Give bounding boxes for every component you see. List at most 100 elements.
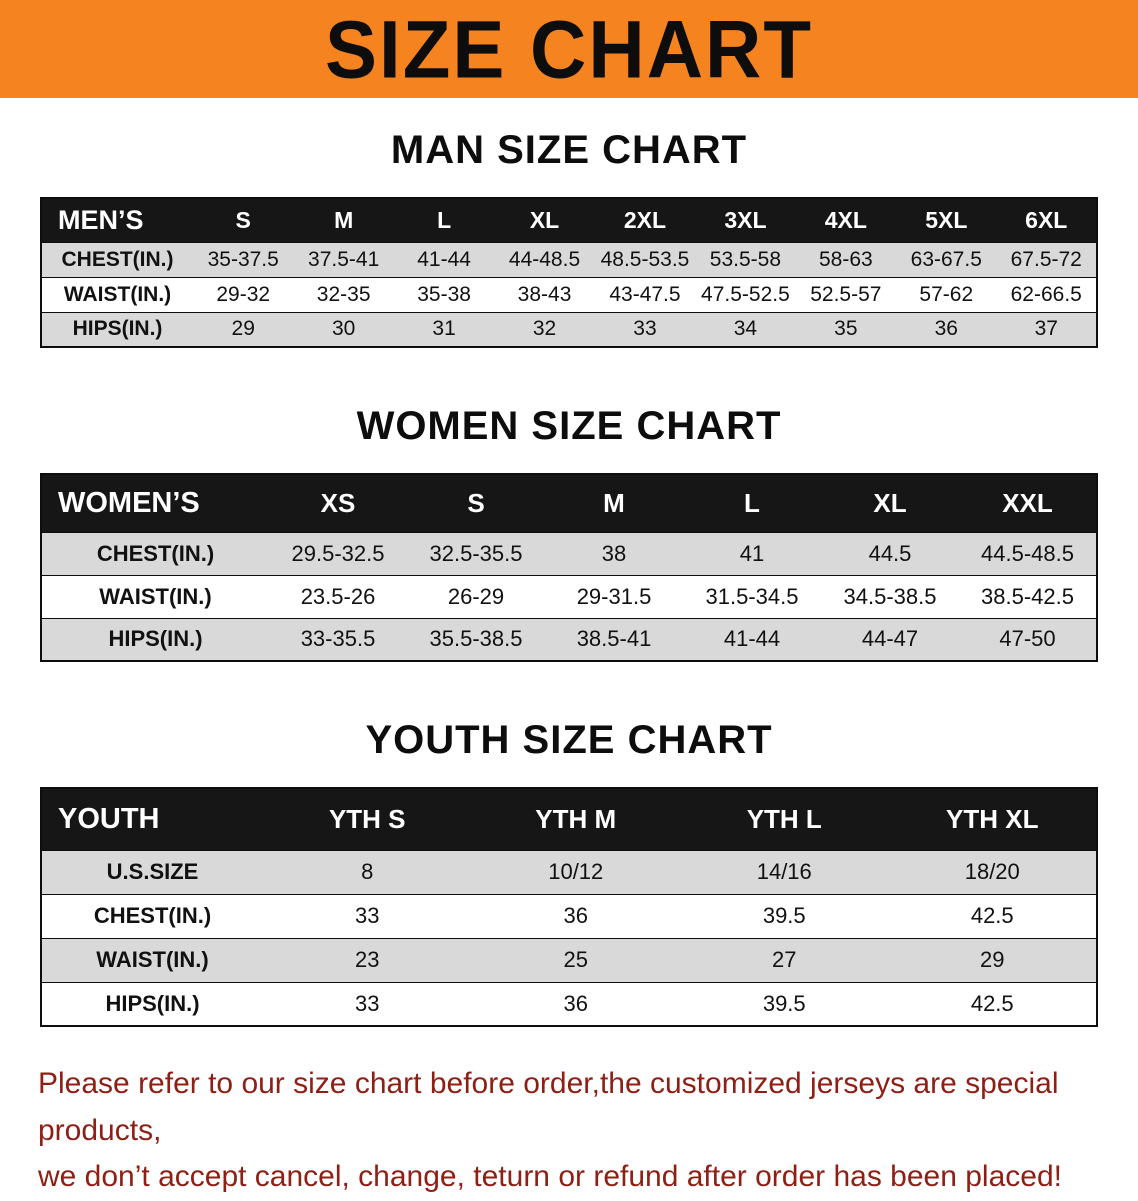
column-header: XL [494, 197, 595, 242]
table-row: WAIST(IN.) 23.5-26 26-29 29-31.5 31.5-34… [41, 574, 1097, 618]
size-value-cell: 41 [683, 531, 821, 575]
column-header: XXL [959, 473, 1097, 532]
women-table-header-row: WOMEN’S XS S M L XL XXL [41, 473, 1097, 532]
column-header: XL [821, 473, 959, 532]
size-value-cell: 37 [996, 311, 1097, 347]
size-value-cell: 34.5-38.5 [821, 574, 959, 618]
size-value-cell: 62-66.5 [996, 276, 1097, 312]
size-value-cell: 44.5 [821, 531, 959, 575]
men-table-corner-label: MEN’S [41, 197, 193, 242]
size-value-cell: 29 [193, 311, 294, 347]
size-value-cell: 31.5-34.5 [683, 574, 821, 618]
youth-section-heading: YOUTH SIZE CHART [365, 718, 773, 762]
size-value-cell: 33-35.5 [269, 617, 407, 661]
youth-size-table: YOUTH YTH S YTH M YTH L YTH XL U.S.SIZE … [40, 787, 1098, 1027]
size-value-cell: 33 [594, 311, 696, 347]
size-value-cell: 42.5 [888, 981, 1097, 1026]
size-value-cell: 25 [471, 937, 680, 982]
size-value-cell: 38-43 [494, 276, 595, 312]
footer-note-line2: we don’t accept cancel, change, teturn o… [38, 1160, 1062, 1193]
size-value-cell: 58-63 [795, 241, 897, 277]
column-header: 2XL [594, 197, 696, 242]
size-value-cell: 44.5-48.5 [959, 531, 1097, 575]
size-value-cell: 18/20 [888, 849, 1097, 894]
size-value-cell: 32 [494, 311, 595, 347]
size-value-cell: 38.5-41 [545, 617, 683, 661]
table-row: U.S.SIZE 8 10/12 14/16 18/20 [41, 849, 1097, 894]
size-value-cell: 53.5-58 [695, 241, 796, 277]
column-header: L [683, 473, 821, 532]
column-header: S [193, 197, 294, 242]
men-section-heading: MAN SIZE CHART [390, 128, 748, 172]
size-value-cell: 30 [293, 311, 394, 347]
column-header: 5XL [896, 197, 997, 242]
women-size-table: WOMEN’S XS S M L XL XXL CHEST(IN.) 29.5-… [40, 473, 1098, 662]
size-value-cell: 36 [896, 311, 997, 347]
size-value-cell: 38 [545, 531, 683, 575]
women-section-heading: WOMEN SIZE CHART [356, 404, 782, 448]
column-header: M [293, 197, 394, 242]
column-header: L [393, 197, 495, 242]
column-header: 6XL [996, 197, 1097, 242]
size-value-cell: 37.5-41 [293, 241, 394, 277]
size-value-cell: 33 [263, 981, 472, 1026]
column-header: YTH M [471, 787, 680, 850]
row-label: HIPS(IN.) [41, 981, 263, 1026]
page-title: SIZE CHART [325, 2, 813, 96]
table-row: WAIST(IN.) 23 25 27 29 [41, 937, 1097, 982]
size-value-cell: 35.5-38.5 [407, 617, 545, 661]
size-value-cell: 52.5-57 [795, 276, 897, 312]
size-value-cell: 48.5-53.5 [594, 241, 696, 277]
column-header: YTH S [263, 787, 472, 850]
size-value-cell: 29-31.5 [545, 574, 683, 618]
size-value-cell: 42.5 [888, 893, 1097, 938]
size-value-cell: 36 [471, 981, 680, 1026]
table-row: HIPS(IN.) 33-35.5 35.5-38.5 38.5-41 41-4… [41, 617, 1097, 661]
size-value-cell: 14/16 [680, 849, 889, 894]
table-row: CHEST(IN.) 29.5-32.5 32.5-35.5 38 41 44.… [41, 531, 1097, 575]
table-row: HIPS(IN.) 29 30 31 32 33 34 35 36 37 [41, 311, 1097, 347]
row-label: WAIST(IN.) [41, 937, 263, 982]
size-value-cell: 32-35 [293, 276, 394, 312]
column-header: YTH L [680, 787, 889, 850]
women-table-corner-label: WOMEN’S [41, 473, 269, 532]
size-value-cell: 44-48.5 [494, 241, 595, 277]
size-value-cell: 57-62 [896, 276, 997, 312]
column-header: M [545, 473, 683, 532]
size-value-cell: 41-44 [393, 241, 495, 277]
size-value-cell: 35 [795, 311, 897, 347]
men-table-header-row: MEN’S S M L XL 2XL 3XL 4XL 5XL 6XL [41, 197, 1097, 242]
size-value-cell: 35-37.5 [193, 241, 294, 277]
size-value-cell: 39.5 [680, 893, 889, 938]
row-label: HIPS(IN.) [41, 311, 193, 347]
size-value-cell: 29 [888, 937, 1097, 982]
row-label: U.S.SIZE [41, 849, 263, 894]
size-chart-banner: SIZE CHART [0, 0, 1138, 98]
size-value-cell: 10/12 [471, 849, 680, 894]
size-value-cell: 67.5-72 [996, 241, 1097, 277]
size-value-cell: 44-47 [821, 617, 959, 661]
size-value-cell: 29-32 [193, 276, 294, 312]
table-row: HIPS(IN.) 33 36 39.5 42.5 [41, 981, 1097, 1026]
size-value-cell: 33 [263, 893, 472, 938]
size-value-cell: 31 [393, 311, 495, 347]
size-value-cell: 36 [471, 893, 680, 938]
footer-note: Please refer to our size chart before or… [38, 1061, 1100, 1201]
size-value-cell: 32.5-35.5 [407, 531, 545, 575]
size-value-cell: 63-67.5 [896, 241, 997, 277]
size-value-cell: 23.5-26 [269, 574, 407, 618]
row-label: HIPS(IN.) [41, 617, 269, 661]
size-value-cell: 47.5-52.5 [695, 276, 796, 312]
size-value-cell: 41-44 [683, 617, 821, 661]
size-value-cell: 38.5-42.5 [959, 574, 1097, 618]
size-value-cell: 34 [695, 311, 796, 347]
row-label: WAIST(IN.) [41, 276, 193, 312]
size-value-cell: 35-38 [393, 276, 495, 312]
size-value-cell: 47-50 [959, 617, 1097, 661]
size-value-cell: 26-29 [407, 574, 545, 618]
column-header: S [407, 473, 545, 532]
row-label: CHEST(IN.) [41, 241, 193, 277]
table-row: CHEST(IN.) 35-37.5 37.5-41 41-44 44-48.5… [41, 241, 1097, 277]
column-header: 4XL [795, 197, 897, 242]
youth-table-corner-label: YOUTH [41, 787, 263, 850]
